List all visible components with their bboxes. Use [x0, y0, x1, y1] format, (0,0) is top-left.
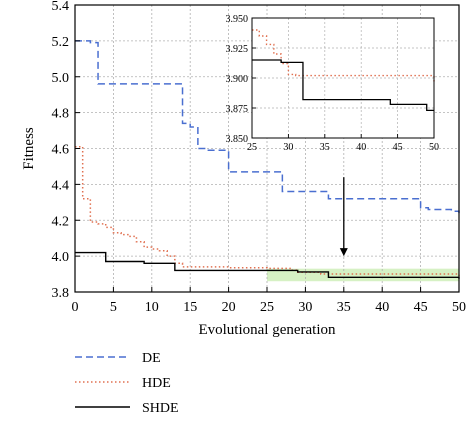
x-tick-label: 35 [337, 300, 351, 315]
y-tick-label: 4.6 [52, 143, 70, 158]
x-tick-label: 10 [145, 300, 159, 315]
zoom-arrow [339, 177, 348, 257]
inset-x-tick-label: 25 [247, 142, 257, 153]
y-tick-label: 4.2 [52, 214, 70, 229]
inset-series-line-shde [252, 59, 434, 112]
legend-item-shde: SHDE [75, 401, 179, 416]
x-tick-label: 30 [298, 300, 312, 315]
main-ticks: 0 5 10 15 20 25 30 35 40 45 50 3.8 4.0 4.2 4.4 4.6 4.8 5.… [52, 0, 467, 315]
inset-y-tick-label: 3.950 [226, 14, 249, 25]
x-tick-label: 0 [72, 300, 79, 315]
legend-item-hde: HDE [75, 376, 171, 391]
legend-label-shde: SHDE [142, 401, 179, 416]
y-axis-title: Fitness [21, 127, 37, 170]
y-tick-label: 3.8 [52, 286, 70, 301]
inset-y-tick-label: 3.900 [226, 74, 249, 85]
inset-x-tick-label: 35 [320, 142, 330, 153]
inset-background [252, 18, 434, 138]
x-tick-label: 20 [222, 300, 236, 315]
inset-x-tick-label: 40 [356, 142, 366, 153]
x-axis-title: Evolutional generation [198, 322, 336, 338]
y-tick-label: 5.0 [52, 71, 70, 86]
y-tick-label: 4.0 [52, 250, 70, 265]
x-tick-label: 15 [183, 300, 197, 315]
main-series-group [75, 40, 460, 279]
inset-series-line-hde [252, 29, 435, 84]
legend-label-de: DE [142, 351, 161, 366]
legend-label-hde: HDE [142, 376, 171, 391]
arrow-head [339, 248, 348, 257]
x-tick-label: 40 [375, 300, 389, 315]
inset-chart: 25 30 35 40 45 50 3.850 3.875 3.900 3.925 3.950 [226, 14, 440, 153]
x-tick-label: 25 [260, 300, 274, 315]
inset-x-tick-label: 50 [429, 142, 439, 153]
y-tick-label: 5.2 [52, 35, 70, 50]
inset-y-tick-label: 3.850 [226, 134, 249, 145]
series-line-shde [75, 251, 460, 279]
inset-x-tick-label: 45 [393, 142, 403, 153]
legend: DE HDE SHDE [75, 351, 179, 416]
inset-y-tick-label: 3.925 [226, 44, 249, 55]
y-tick-label: 4.8 [52, 107, 70, 122]
legend-item-de: DE [75, 351, 161, 366]
x-tick-label: 5 [110, 300, 117, 315]
inset-y-tick-label: 3.875 [226, 104, 249, 115]
y-tick-label: 5.4 [52, 0, 70, 14]
x-tick-label: 45 [414, 300, 428, 315]
series-line-de [75, 40, 460, 214]
y-tick-label: 4.4 [52, 178, 70, 193]
x-tick-label: 50 [452, 300, 466, 315]
inset-x-tick-label: 30 [283, 142, 293, 153]
